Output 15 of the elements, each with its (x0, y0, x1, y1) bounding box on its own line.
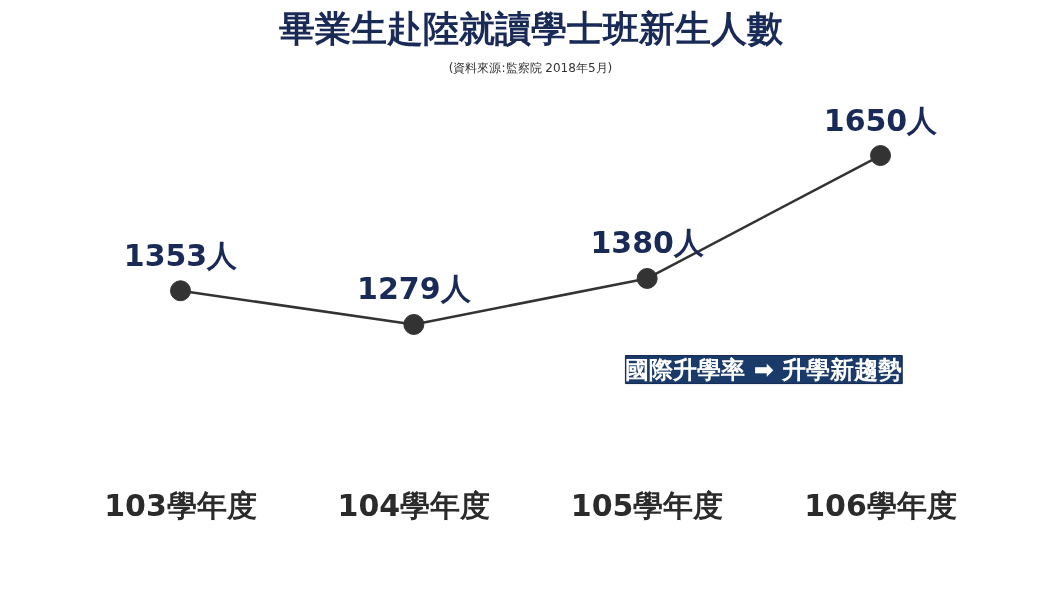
x-tick-label: 106學年度 (804, 487, 957, 523)
chart-title: 畢業生赴陸就讀學士班新生人數 (278, 7, 784, 49)
chart-subtitle: (資料來源:監察院 2018年5月) (448, 60, 613, 75)
point (636, 267, 658, 289)
point (870, 145, 891, 166)
data-label: 1353人 (123, 237, 239, 273)
data-label: 1380人 (590, 225, 705, 261)
data-label: 1650人 (823, 102, 939, 138)
data-label: 1279人 (357, 271, 472, 307)
x-tick-label: 104學年度 (337, 487, 491, 523)
point (403, 313, 425, 335)
x-tick-label: 105學年度 (570, 487, 724, 523)
point (170, 280, 191, 302)
text: 國際升學率 ➡ 升學新趨勢 (625, 355, 903, 384)
x-tick-label: 103學年度 (104, 487, 257, 523)
